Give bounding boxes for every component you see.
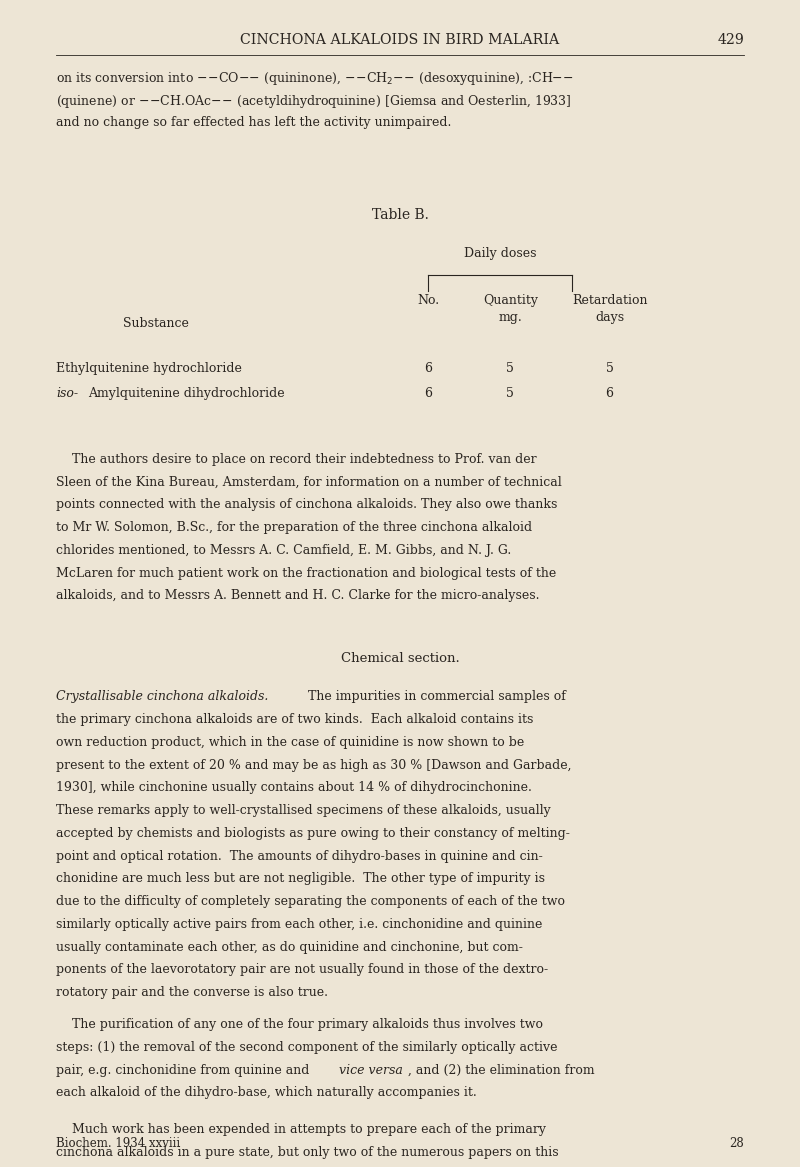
Text: Much work has been expended in attempts to prepare each of the primary: Much work has been expended in attempts … — [56, 1123, 546, 1137]
Text: Sleen of the Kina Bureau, Amsterdam, for information on a number of technical: Sleen of the Kina Bureau, Amsterdam, for… — [56, 476, 562, 489]
Text: 429: 429 — [717, 33, 744, 47]
Text: vice versa: vice versa — [339, 1064, 402, 1077]
Text: McLaren for much patient work on the fractionation and biological tests of the: McLaren for much patient work on the fra… — [56, 567, 556, 580]
Text: 5: 5 — [606, 362, 614, 375]
Text: point and optical rotation.  The amounts of dihydro-bases in quinine and cin-: point and optical rotation. The amounts … — [56, 850, 542, 862]
Text: usually contaminate each other, as do quinidine and cinchonine, but com-: usually contaminate each other, as do qu… — [56, 941, 523, 953]
Text: present to the extent of 20 % and may be as high as 30 % [Dawson and Garbade,: present to the extent of 20 % and may be… — [56, 759, 571, 771]
Text: and no change so far effected has left the activity unimpaired.: and no change so far effected has left t… — [56, 116, 451, 128]
Text: points connected with the analysis of cinchona alkaloids. They also owe thanks: points connected with the analysis of ci… — [56, 498, 558, 511]
Text: 6: 6 — [424, 386, 432, 400]
Text: similarly optically active pairs from each other, i.e. cinchonidine and quinine: similarly optically active pairs from ea… — [56, 917, 542, 931]
Text: each alkaloid of the dihydro-base, which naturally accompanies it.: each alkaloid of the dihydro-base, which… — [56, 1086, 477, 1099]
Text: CINCHONA ALKALOIDS IN BIRD MALARIA: CINCHONA ALKALOIDS IN BIRD MALARIA — [240, 33, 560, 47]
Text: Quantity
mg.: Quantity mg. — [483, 294, 538, 323]
Text: , and (2) the elimination from: , and (2) the elimination from — [408, 1064, 594, 1077]
Text: Table B.: Table B. — [371, 208, 429, 222]
Text: 5: 5 — [506, 386, 514, 400]
Text: The purification of any one of the four primary alkaloids thus involves two: The purification of any one of the four … — [56, 1018, 543, 1032]
Text: Daily doses: Daily doses — [464, 247, 536, 260]
Text: Chemical section.: Chemical section. — [341, 651, 459, 665]
Text: Amylquitenine dihydrochloride: Amylquitenine dihydrochloride — [88, 386, 285, 400]
Text: alkaloids, and to Messrs A. Bennett and H. C. Clarke for the micro-analyses.: alkaloids, and to Messrs A. Bennett and … — [56, 589, 539, 602]
Text: ponents of the laevorotatory pair are not usually found in those of the dextro-: ponents of the laevorotatory pair are no… — [56, 964, 548, 977]
Text: Ethylquitenine hydrochloride: Ethylquitenine hydrochloride — [56, 362, 242, 375]
Text: 6: 6 — [424, 362, 432, 375]
Text: Retardation
days: Retardation days — [572, 294, 647, 323]
Text: to Mr W. Solomon, B.Sc., for the preparation of the three cinchona alkaloid: to Mr W. Solomon, B.Sc., for the prepara… — [56, 520, 532, 534]
Text: Biochem. 1934 xxviii: Biochem. 1934 xxviii — [56, 1137, 180, 1149]
Text: The impurities in commercial samples of: The impurities in commercial samples of — [304, 690, 566, 704]
Text: 6: 6 — [606, 386, 614, 400]
Text: Crystallisable cinchona alkaloids.: Crystallisable cinchona alkaloids. — [56, 690, 268, 704]
Text: Substance: Substance — [123, 317, 189, 330]
Text: own reduction product, which in the case of quinidine is now shown to be: own reduction product, which in the case… — [56, 736, 524, 749]
Text: accepted by chemists and biologists as pure owing to their constancy of melting-: accepted by chemists and biologists as p… — [56, 826, 570, 840]
Text: chonidine are much less but are not negligible.  The other type of impurity is: chonidine are much less but are not negl… — [56, 873, 545, 886]
Text: steps: (1) the removal of the second component of the similarly optically active: steps: (1) the removal of the second com… — [56, 1041, 558, 1054]
Text: chlorides mentioned, to Messrs A. C. Camfield, E. M. Gibbs, and N. J. G.: chlorides mentioned, to Messrs A. C. Cam… — [56, 544, 511, 557]
Text: on its conversion into $-\!-\!$CO$-\!-\!$ (quininone), $-\!-\!$CH$_2$$-\!-\!$ (d: on its conversion into $-\!-\!$CO$-\!-\!… — [56, 70, 574, 88]
Text: These remarks apply to well-crystallised specimens of these alkaloids, usually: These remarks apply to well-crystallised… — [56, 804, 550, 817]
Text: The authors desire to place on record their indebtedness to Prof. van der: The authors desire to place on record th… — [56, 453, 537, 466]
Text: (quinene) or $-\!-\!$CH.OAc$-\!-\!$ (acetyldihydroquinine) [Giemsa and Oesterlin: (quinene) or $-\!-\!$CH.OAc$-\!-\!$ (ace… — [56, 92, 572, 110]
Text: No.: No. — [417, 294, 439, 307]
Text: 1930], while cinchonine usually contains about 14 % of dihydrocinchonine.: 1930], while cinchonine usually contains… — [56, 782, 532, 795]
Text: rotatory pair and the converse is also true.: rotatory pair and the converse is also t… — [56, 986, 328, 999]
Text: 28: 28 — [730, 1137, 744, 1149]
Text: 5: 5 — [506, 362, 514, 375]
Text: due to the difficulty of completely separating the components of each of the two: due to the difficulty of completely sepa… — [56, 895, 565, 908]
Text: the primary cinchona alkaloids are of two kinds.  Each alkaloid contains its: the primary cinchona alkaloids are of tw… — [56, 713, 534, 726]
Text: cinchona alkaloids in a pure state, but only two of the numerous papers on this: cinchona alkaloids in a pure state, but … — [56, 1146, 558, 1159]
Text: pair, e.g. cinchonidine from quinine and: pair, e.g. cinchonidine from quinine and — [56, 1064, 314, 1077]
Text: iso-: iso- — [56, 386, 78, 400]
